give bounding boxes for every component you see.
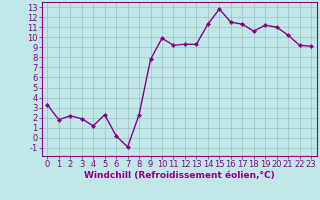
X-axis label: Windchill (Refroidissement éolien,°C): Windchill (Refroidissement éolien,°C) — [84, 171, 275, 180]
